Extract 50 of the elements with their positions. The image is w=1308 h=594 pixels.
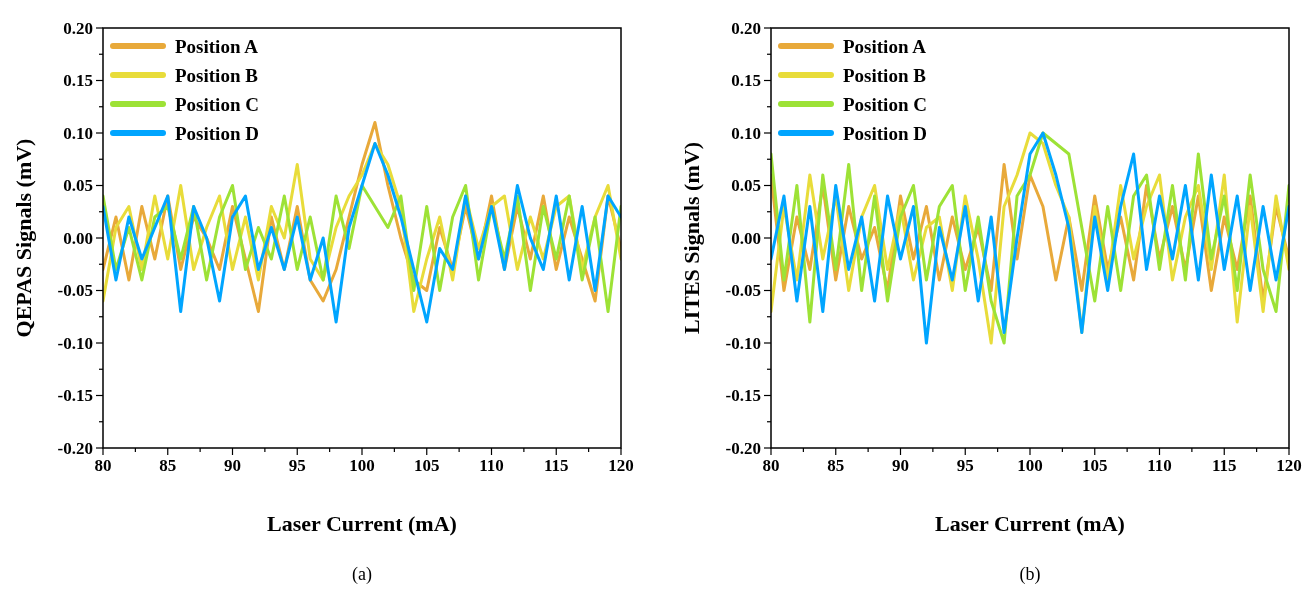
legend-label: Position C [175,93,259,115]
x-tick-label: 85 [159,456,177,475]
y-axis-title: LITES Signals (mV) [679,142,704,334]
x-tick-label: 110 [1147,456,1172,475]
x-tick-label: 80 [94,456,112,475]
legend-label: Position A [175,35,259,57]
legend-label: Position B [175,64,259,86]
legend-label: Position B [843,64,927,86]
legend-label: Position C [843,93,927,115]
y-tick-label: -0.15 [57,386,93,406]
y-tick-label: -0.05 [57,281,93,301]
x-tick-label: 120 [1276,456,1302,475]
x-tick-label: 120 [608,456,634,475]
y-tick-label: 0.10 [731,123,761,143]
legend-label: Position D [843,122,927,144]
x-tick-label: 105 [414,456,440,475]
y-tick-label: 0.15 [63,71,93,91]
x-tick-label: 85 [827,456,845,475]
x-tick-label: 105 [1082,456,1108,475]
y-tick-label: 0.05 [731,176,761,196]
y-tick-label: -0.15 [725,386,761,406]
x-tick-label: 115 [543,456,569,475]
y-tick-label: -0.20 [725,438,761,458]
x-tick-label: 90 [224,456,241,475]
y-tick-label: 0.00 [63,228,93,248]
text: (b) [1019,564,1041,585]
x-axis-title: Laser Current (mA) [935,511,1125,536]
y-tick-label: -0.05 [725,281,761,301]
y-tick-label: 0.20 [731,18,761,38]
y-tick-label: 0.00 [731,228,761,248]
y-tick-label: 0.20 [63,18,93,38]
y-tick-label: 0.05 [63,176,93,196]
y-axis-title: QEPAS Signals (mV) [11,138,36,338]
x-tick-label: 110 [479,456,504,475]
x-tick-label: 95 [288,456,306,475]
x-axis-title: Laser Current (mA) [267,511,457,536]
x-tick-label: 80 [762,456,780,475]
y-tick-label: 0.10 [63,123,93,143]
x-tick-label: 95 [956,456,974,475]
text: (a) [352,564,372,585]
x-tick-label: 90 [892,456,909,475]
y-tick-label: -0.10 [725,333,761,353]
x-tick-label: 100 [349,456,375,475]
x-tick-label: 115 [1211,456,1237,475]
legend-label: Position A [843,35,927,57]
x-tick-label: 100 [1017,456,1043,475]
legend-label: Position D [175,122,259,144]
y-tick-label: -0.20 [57,438,93,458]
y-tick-label: -0.10 [57,333,93,353]
y-tick-label: 0.15 [731,71,761,91]
